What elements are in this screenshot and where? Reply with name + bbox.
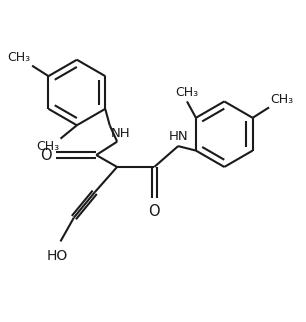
Text: O: O xyxy=(148,204,160,219)
Text: HO: HO xyxy=(47,249,68,263)
Text: CH₃: CH₃ xyxy=(8,51,31,64)
Text: CH₃: CH₃ xyxy=(36,140,59,153)
Text: CH₃: CH₃ xyxy=(175,86,199,99)
Text: HN: HN xyxy=(168,129,188,143)
Text: O: O xyxy=(40,147,51,163)
Text: NH: NH xyxy=(111,127,131,140)
Text: CH₃: CH₃ xyxy=(271,93,294,106)
